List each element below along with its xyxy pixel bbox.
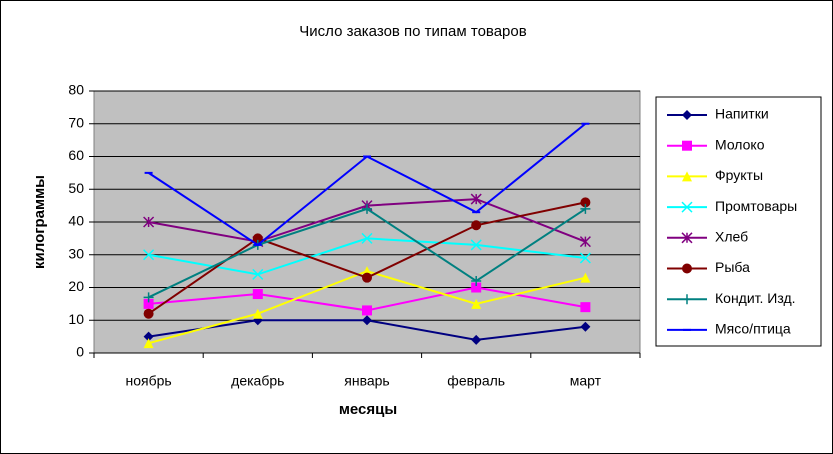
marker (580, 203, 591, 214)
x-tick-label: ноябрь (125, 373, 171, 389)
y-tick-label: 0 (76, 344, 84, 360)
y-axis-label: килограммы (31, 175, 48, 269)
marker (471, 220, 482, 231)
y-tick-label: 40 (68, 213, 84, 229)
legend-label: Фрукты (715, 167, 763, 183)
marker (143, 338, 154, 349)
legend-label: Промтовары (715, 198, 797, 214)
marker (682, 110, 692, 120)
marker (252, 308, 263, 319)
legend-box (655, 96, 822, 347)
marker (143, 249, 155, 261)
marker (682, 294, 692, 305)
marker (681, 232, 693, 244)
marker (252, 289, 263, 300)
legend-label: Хлеб (715, 229, 748, 245)
marker (471, 282, 482, 293)
marker (143, 308, 154, 319)
x-tick-label: январь (344, 373, 389, 389)
marker (580, 197, 591, 208)
legend-label: Мясо/птица (715, 321, 791, 337)
marker (362, 305, 372, 316)
marker (579, 236, 591, 248)
marker (471, 298, 482, 309)
marker (580, 302, 591, 313)
marker (579, 252, 591, 264)
x-tick-label: декабрь (231, 373, 284, 389)
marker (470, 239, 482, 251)
marker (471, 275, 482, 286)
chart-title: Число заказов по типам товаров (299, 23, 526, 40)
marker (361, 232, 373, 244)
marker (471, 334, 482, 345)
marker (143, 298, 154, 309)
marker (143, 292, 154, 303)
y-tick-label: 20 (68, 278, 84, 294)
marker (362, 315, 372, 326)
y-tick-label: 80 (68, 82, 84, 98)
legend-label: Кондит. Изд. (715, 290, 796, 306)
y-tick-label: 30 (68, 245, 84, 261)
marker (362, 203, 372, 214)
marker (252, 268, 264, 280)
y-tick-label: 50 (68, 180, 84, 196)
marker (682, 263, 692, 274)
x-tick-label: февраль (447, 373, 505, 389)
x-tick-label: март (570, 373, 602, 389)
y-tick-label: 60 (68, 147, 84, 163)
legend-label: Напитки (715, 106, 769, 122)
marker (143, 216, 155, 228)
legend-label: Рыба (715, 259, 750, 275)
marker (681, 201, 693, 213)
marker (143, 331, 154, 342)
marker (682, 140, 692, 151)
marker (362, 272, 372, 283)
marker (580, 321, 591, 332)
marker (470, 193, 482, 205)
y-tick-label: 10 (68, 311, 84, 327)
x-axis-label: месяцы (339, 401, 397, 418)
marker (682, 171, 692, 182)
marker (580, 272, 591, 283)
marker (252, 233, 263, 244)
legend-label: Молоко (715, 136, 765, 152)
y-tick-label: 70 (68, 114, 84, 130)
